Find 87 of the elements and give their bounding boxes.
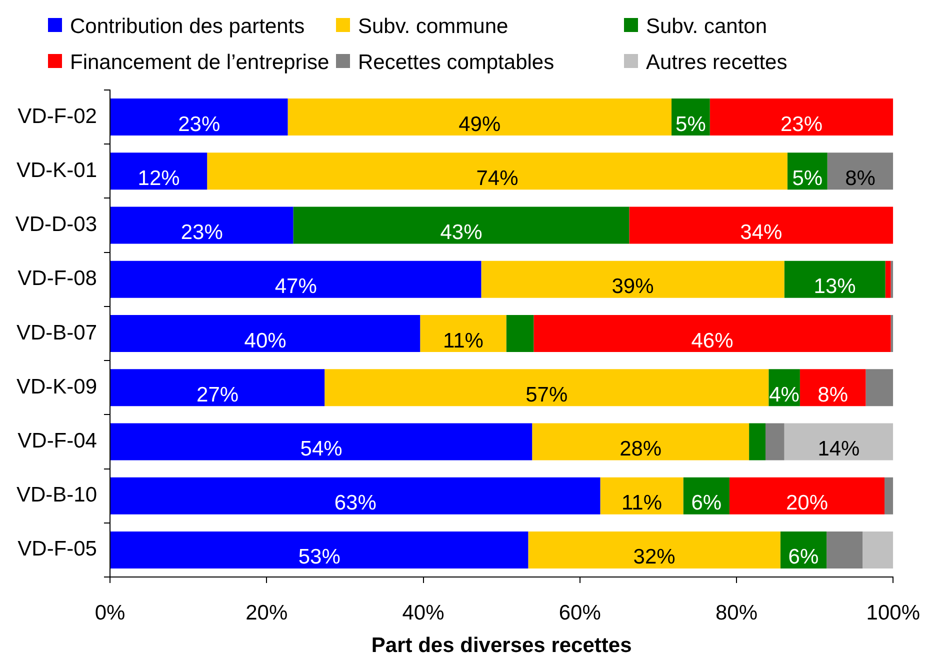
y-tick-label: VD-B-07 <box>16 321 97 344</box>
legend-label: Financement de l’entreprise <box>70 51 330 75</box>
y-tick-label: VD-F-04 <box>18 430 98 453</box>
data-label: 6% <box>691 492 722 515</box>
data-label: 32% <box>633 546 676 569</box>
data-label: 46% <box>691 329 734 352</box>
data-label: 47% <box>274 275 317 298</box>
data-label: 11% <box>622 492 662 515</box>
bar <box>629 206 894 244</box>
data-label: 8% <box>818 383 848 406</box>
legend-label: Subv. canton <box>646 15 768 39</box>
legend-label: Contribution des partents <box>70 15 305 39</box>
y-tick-label: VD-K-01 <box>16 158 97 182</box>
bar <box>110 369 325 406</box>
data-label: 23% <box>180 221 223 244</box>
bar <box>534 314 891 352</box>
bar <box>110 260 482 298</box>
data-label: 34% <box>740 221 782 244</box>
data-label: 40% <box>244 329 286 352</box>
data-label: 74% <box>476 166 518 190</box>
bar <box>784 260 886 298</box>
data-label: 23% <box>178 112 220 136</box>
data-label: 28% <box>620 438 662 461</box>
data-label: 13% <box>814 275 856 298</box>
bar <box>528 531 780 568</box>
x-tick-label: 40% <box>402 601 444 624</box>
bar <box>826 531 863 568</box>
bar <box>207 152 788 190</box>
data-label: 20% <box>786 492 828 515</box>
legend-label: Subv. commune <box>358 15 508 39</box>
data-label: 12% <box>138 166 180 190</box>
data-label: 23% <box>780 112 823 136</box>
y-tick-label: VD-F-02 <box>18 104 97 128</box>
bar <box>110 98 288 136</box>
bar <box>110 423 532 460</box>
bar <box>784 423 894 460</box>
y-tick-label: VD-K-09 <box>16 375 97 398</box>
bar <box>293 206 630 244</box>
y-tick-label: VD-B-10 <box>16 484 97 507</box>
y-tick-label: VD-F-05 <box>18 538 97 561</box>
data-label: 4% <box>769 383 800 406</box>
bar <box>532 423 750 460</box>
data-label: 63% <box>334 492 376 515</box>
data-label: 43% <box>440 221 482 244</box>
bar <box>862 531 894 568</box>
data-label: 11% <box>442 329 484 352</box>
legend-label: Autres recettes <box>646 51 788 75</box>
bar <box>110 206 294 244</box>
bar <box>729 477 885 514</box>
data-label: 5% <box>792 166 823 190</box>
bar <box>749 423 766 460</box>
bar <box>710 98 894 136</box>
bar <box>885 260 891 298</box>
data-label: 49% <box>458 112 501 136</box>
bar <box>110 152 208 190</box>
bar <box>765 423 784 460</box>
x-tick-label: 0% <box>94 601 126 624</box>
legend-label: Recettes comptables <box>358 51 554 75</box>
x-axis-title: Part des diverses recettes <box>371 634 632 658</box>
x-tick-label: 20% <box>246 601 288 624</box>
bar <box>600 477 684 514</box>
bar <box>506 314 534 352</box>
bar <box>481 260 784 298</box>
data-label: 39% <box>612 275 654 298</box>
bar <box>110 314 420 352</box>
bar <box>800 369 866 406</box>
data-label: 53% <box>298 546 340 569</box>
bar <box>110 531 528 568</box>
data-label: 27% <box>196 383 239 406</box>
data-label: 8% <box>845 166 876 190</box>
data-label: 14% <box>818 438 860 461</box>
y-tick-label: VD-D-03 <box>15 213 97 236</box>
bar <box>884 477 894 514</box>
bar <box>324 369 769 406</box>
bar <box>827 152 894 190</box>
y-tick-label: VD-F-08 <box>18 267 97 290</box>
data-label: 5% <box>676 112 706 136</box>
bar <box>110 477 600 514</box>
x-tick-label: 80% <box>716 601 758 624</box>
data-label: 57% <box>526 383 568 406</box>
x-tick-label: 60% <box>558 601 601 624</box>
bar <box>420 314 506 352</box>
bar <box>866 369 894 406</box>
data-label: 6% <box>788 546 819 569</box>
bar <box>288 98 672 136</box>
data-label: 54% <box>300 438 342 461</box>
x-tick-label: 100% <box>866 601 920 624</box>
